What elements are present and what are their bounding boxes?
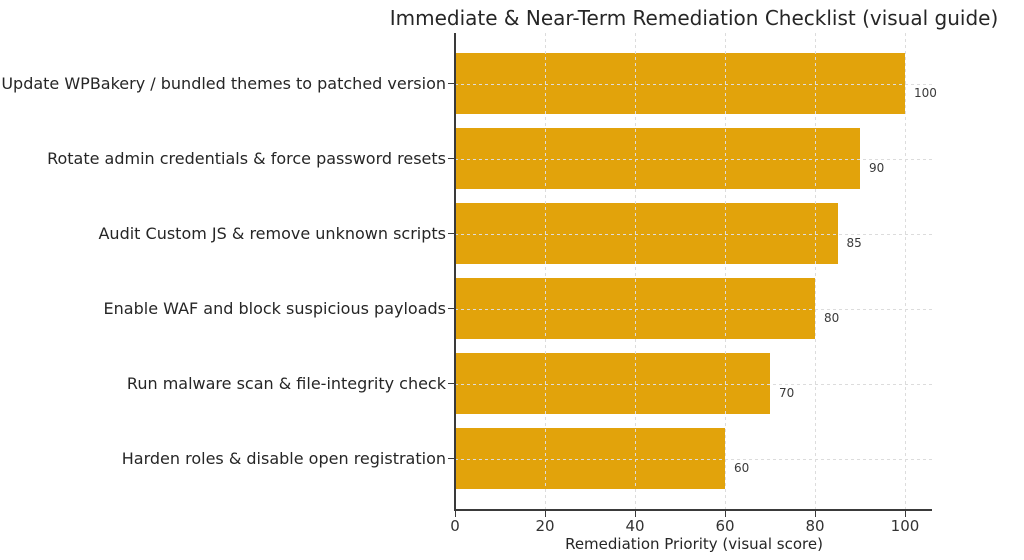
x-tick-label: 40 xyxy=(625,517,645,535)
category-label: Run malware scan & file-integrity check xyxy=(126,373,446,393)
category-label: Enable WAF and block suspicious payloads xyxy=(103,298,446,318)
x-tick xyxy=(814,510,816,517)
y-tick xyxy=(448,233,454,235)
h-gridline xyxy=(455,458,932,460)
h-gridline xyxy=(455,233,932,235)
y-tick xyxy=(448,458,454,460)
x-tick-label: 20 xyxy=(535,517,555,535)
value-label: 70 xyxy=(779,385,795,400)
h-gridline xyxy=(455,158,932,160)
value-label: 90 xyxy=(869,160,885,175)
y-tick xyxy=(448,383,454,385)
y-axis-spine xyxy=(454,33,456,509)
x-tick xyxy=(454,510,456,517)
category-label: Update WPBakery / bundled themes to patc… xyxy=(1,73,446,93)
v-gridline xyxy=(905,33,906,509)
x-tick-label: 100 xyxy=(890,517,920,535)
category-label: Harden roles & disable open registration xyxy=(121,448,446,468)
x-tick-label: 80 xyxy=(805,517,825,535)
value-label: 85 xyxy=(846,235,862,250)
h-gridline xyxy=(455,383,932,385)
x-tick xyxy=(544,510,546,517)
x-axis-spine xyxy=(454,509,932,511)
value-label: 60 xyxy=(734,460,750,475)
v-gridline xyxy=(545,33,546,509)
chart-title: Immediate & Near-Term Remediation Checkl… xyxy=(389,6,999,30)
x-axis-label: Remediation Priority (visual score) xyxy=(565,535,823,553)
x-tick xyxy=(904,510,906,517)
x-tick xyxy=(724,510,726,517)
category-label: Rotate admin credentials & force passwor… xyxy=(47,148,446,168)
v-gridline xyxy=(725,33,726,509)
value-label: 100 xyxy=(914,85,937,100)
x-tick-label: 0 xyxy=(450,517,460,535)
value-label: 80 xyxy=(824,310,840,325)
x-tick xyxy=(634,510,636,517)
y-tick xyxy=(448,308,454,310)
category-label: Audit Custom JS & remove unknown scripts xyxy=(98,223,446,243)
h-gridline xyxy=(455,308,932,310)
h-gridline xyxy=(455,83,932,85)
v-gridline xyxy=(635,33,636,509)
v-gridline xyxy=(815,33,816,509)
x-tick-label: 60 xyxy=(715,517,735,535)
y-tick xyxy=(448,83,454,85)
y-tick xyxy=(448,158,454,160)
